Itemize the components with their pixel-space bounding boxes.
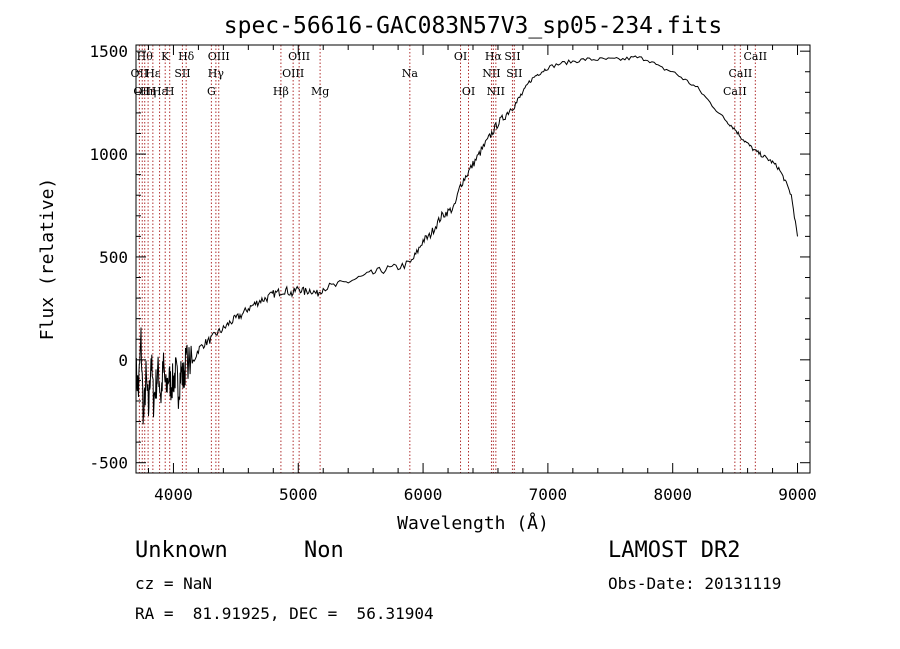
line-marker-label: OIII <box>282 67 304 80</box>
line-marker-label: OI <box>454 50 467 63</box>
line-marker-label: H <box>165 85 175 98</box>
line-marker-label: CaII <box>723 85 747 98</box>
spectrum-series <box>135 55 798 425</box>
line-marker-label: Hα <box>485 50 503 63</box>
survey-name: LAMOST DR2 <box>608 538 741 563</box>
line-marker-label: Mg <box>311 85 329 98</box>
chart-title: spec-56616-GAC083N57V3_sp05-234.fits <box>224 13 723 39</box>
line-marker-label: Hη <box>140 85 156 98</box>
line-marker-label: Hβ <box>273 85 289 98</box>
line-marker-label: CaII <box>743 50 767 63</box>
line-marker-label: Hγ <box>208 67 225 80</box>
line-marker-label: OII <box>131 67 149 80</box>
object-class: Unknown <box>135 538 228 563</box>
y-tick-label: -500 <box>89 454 128 473</box>
y-tick-label: 500 <box>99 248 128 267</box>
y-tick-label: 0 <box>118 351 128 370</box>
line-marker-label: K <box>161 50 170 63</box>
x-axis-ticks: 4000 5000 6000 7000 8000 9000 <box>147 45 817 504</box>
line-marker-label: NII <box>487 85 505 98</box>
line-marker-label: Na <box>402 67 419 80</box>
line-marker-label: OI <box>462 85 475 98</box>
line-marker-label: SII <box>174 67 190 80</box>
object-subclass: Non <box>304 538 344 563</box>
x-tick-label: 4000 <box>154 485 193 504</box>
x-tick-label: 9000 <box>778 485 817 504</box>
spectrum-line <box>135 55 798 425</box>
line-marker-label: Hε <box>152 85 168 98</box>
y-axis-ticks: -500 0 500 1000 1500 <box>89 42 810 473</box>
line-marker-label: CaII <box>729 67 753 80</box>
y-axis-label: Flux (relative) <box>37 178 58 341</box>
x-tick-label: 8000 <box>653 485 692 504</box>
line-marker-label: Hε <box>145 67 161 80</box>
line-marker-label: SII <box>506 67 522 80</box>
obs-date: Obs-Date: 20131119 <box>608 574 782 593</box>
line-marker-label: SII <box>504 50 520 63</box>
x-tick-label: 7000 <box>529 485 568 504</box>
y-tick-label: 1000 <box>89 145 128 164</box>
coordinates-readout: RA = 81.91925, DEC = 56.31904 <box>135 604 434 623</box>
line-marker-label: OIII <box>288 50 310 63</box>
x-tick-label: 6000 <box>404 485 443 504</box>
x-tick-label: 5000 <box>279 485 318 504</box>
emission-line-markers: OIIOIIHθHηHεHεKHSIIHδGHγOIIIHβOIIIOIIIMg… <box>131 45 767 473</box>
y-tick-label: 1500 <box>89 42 128 61</box>
line-marker-label: OII <box>133 85 151 98</box>
plot-frame <box>135 44 811 474</box>
x-axis-label: Wavelength (Å) <box>397 512 549 534</box>
line-marker-label: G <box>207 85 216 98</box>
redshift-readout: cz = NaN <box>135 574 213 593</box>
line-marker-label: Hθ <box>137 50 154 63</box>
line-marker-label: NII <box>482 67 500 80</box>
line-marker-label: OIII <box>208 50 230 63</box>
line-marker-label: Hδ <box>178 50 195 63</box>
